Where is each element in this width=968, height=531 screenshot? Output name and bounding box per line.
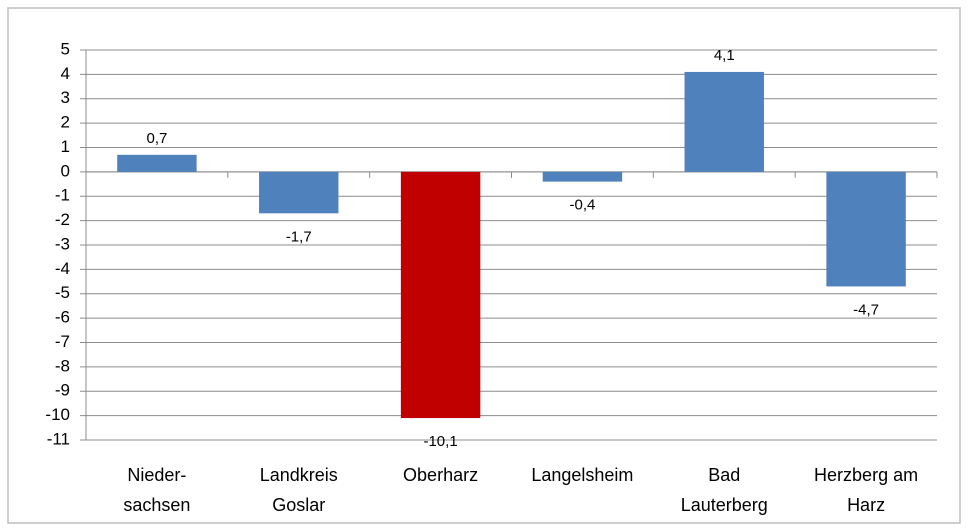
y-tick-label: -2 — [55, 210, 70, 229]
y-tick-label: -3 — [55, 234, 70, 253]
y-tick-label: -8 — [55, 356, 70, 375]
y-tick-label: 5 — [61, 39, 70, 58]
y-tick-label: -6 — [55, 308, 70, 327]
chart-border — [7, 7, 961, 524]
bar — [542, 171, 623, 182]
x-tick-label: Langelsheim — [531, 465, 634, 485]
y-tick-label: -4 — [55, 259, 70, 278]
y-tick-label: 4 — [61, 64, 70, 83]
y-tick-label: -1 — [55, 186, 70, 205]
x-tick-label: Herzberg am Harz — [814, 465, 919, 515]
value-label: -4,7 — [853, 301, 879, 318]
y-tick-label: -7 — [55, 332, 70, 351]
y-tick-label: 1 — [61, 137, 70, 156]
value-label: -10,1 — [423, 433, 457, 450]
y-tick-label: -10 — [45, 405, 70, 424]
x-tick-label: Oberharz — [403, 465, 479, 485]
y-tick-label: -9 — [55, 381, 70, 400]
value-label: 0,7 — [146, 130, 167, 147]
x-tick-label: Landkreis Goslar — [259, 465, 338, 515]
y-tick-label: 3 — [61, 88, 70, 107]
y-tick-label: -11 — [47, 429, 70, 448]
value-label: -0,4 — [569, 197, 595, 214]
bar — [117, 154, 197, 172]
bar — [259, 171, 339, 214]
y-tick-label: 0 — [61, 161, 70, 180]
y-tick-label: -5 — [55, 283, 70, 302]
x-tick-label: Nieder-sachsen — [123, 465, 191, 515]
value-label: 4,1 — [714, 47, 735, 64]
x-tick-label: Bad Lauterberg — [680, 465, 768, 515]
bar — [684, 71, 764, 172]
y-tick-label: 2 — [61, 113, 70, 132]
bar — [826, 171, 906, 287]
bar — [400, 171, 481, 419]
value-label: -1,7 — [286, 228, 312, 245]
